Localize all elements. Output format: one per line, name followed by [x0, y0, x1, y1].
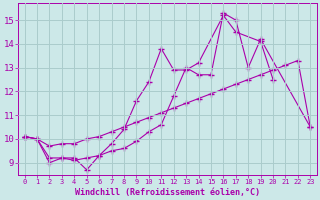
X-axis label: Windchill (Refroidissement éolien,°C): Windchill (Refroidissement éolien,°C)	[75, 188, 260, 197]
